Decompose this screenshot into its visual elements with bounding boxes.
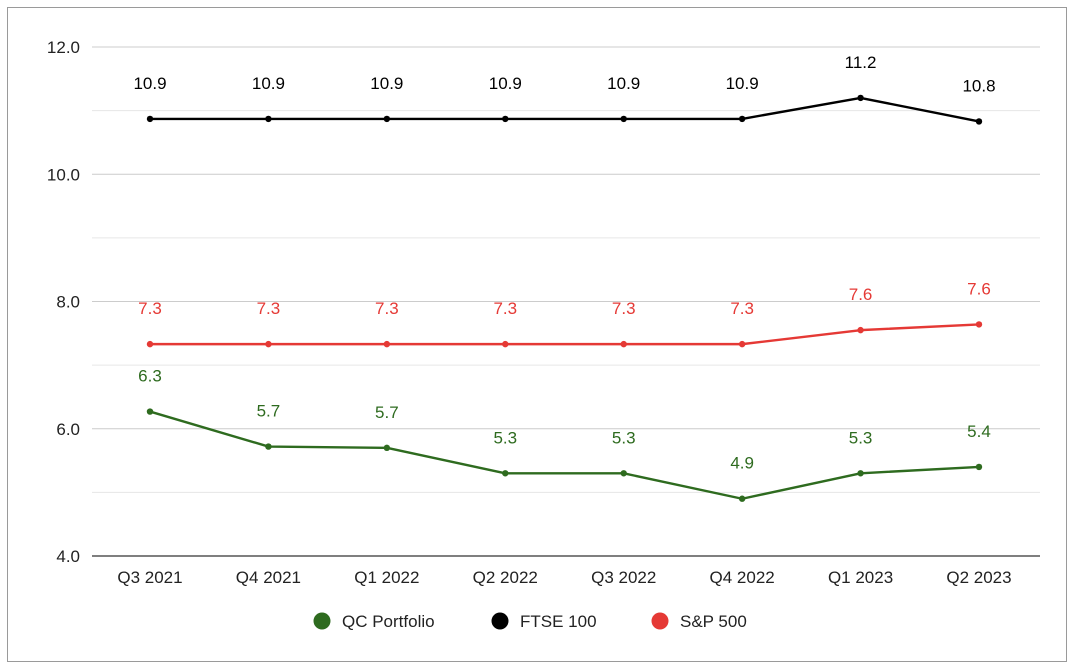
data-label: 7.3 [493, 299, 517, 318]
data-point [975, 463, 983, 471]
data-label: 5.3 [493, 428, 517, 447]
data-label: 5.3 [849, 428, 873, 447]
data-point [857, 470, 864, 477]
data-point [620, 470, 627, 477]
y-axis: 4.0 6.0 8.0 10.0 12.0 [47, 38, 80, 566]
data-label: 5.3 [612, 428, 636, 447]
data-point [738, 340, 746, 348]
x-tick-label: Q4 2022 [710, 568, 775, 587]
data-point [265, 443, 272, 450]
y-tick-label: 4.0 [56, 547, 80, 566]
legend-marker [651, 612, 669, 630]
data-point [146, 115, 154, 123]
data-label: 10.9 [607, 74, 640, 93]
x-tick-label: Q1 2023 [828, 568, 893, 587]
data-point [975, 321, 983, 328]
legend-marker [491, 612, 509, 630]
data-point [857, 326, 864, 334]
gridlines [92, 46, 1040, 557]
data-labels: 6.3 5.7 5.7 5.3 5.3 4.9 5.3 5.4 10.9 10.9 10.9 10.9… [133, 53, 995, 473]
data-label: 7.3 [612, 299, 636, 318]
data-label: 10.9 [370, 74, 403, 93]
data-label: 7.3 [257, 299, 281, 318]
legend-label: QC Portfolio [342, 612, 435, 631]
data-label: 7.6 [849, 285, 873, 304]
data-label: 4.9 [730, 454, 754, 473]
legend-item: QC Portfolio [313, 612, 435, 631]
legend: QC Portfolio FTSE 100 S&P 500 [313, 612, 747, 631]
data-point [146, 340, 154, 348]
x-tick-label: Q4 2021 [236, 568, 301, 587]
data-point [383, 444, 391, 452]
legend-label: S&P 500 [680, 612, 747, 631]
series-lines [146, 94, 983, 502]
data-label: 10.9 [489, 74, 522, 93]
data-label: 5.7 [257, 402, 281, 421]
data-label: 5.7 [375, 403, 399, 422]
data-label: 10.8 [962, 76, 995, 95]
data-label: 6.3 [138, 367, 162, 386]
data-point [857, 94, 864, 102]
data-label: 7.3 [375, 299, 399, 318]
data-point [383, 340, 391, 348]
data-point [146, 408, 154, 415]
y-tick-label: 6.0 [56, 420, 80, 439]
data-point [620, 340, 627, 348]
x-axis: Q3 2021 Q4 2021 Q1 2022 Q2 2022 Q3 2022 Q4 20… [117, 568, 1011, 587]
legend-marker [313, 612, 331, 630]
data-point [620, 115, 627, 123]
data-point [265, 340, 272, 348]
x-tick-label: Q3 2021 [117, 568, 182, 587]
data-label: 11.2 [845, 53, 877, 72]
data-label: 10.9 [252, 74, 285, 93]
data-point [383, 115, 391, 123]
data-label: 7.3 [730, 299, 754, 318]
y-tick-label: 10.0 [47, 165, 80, 184]
data-point [975, 118, 983, 125]
data-point [738, 495, 746, 502]
x-tick-label: Q2 2022 [473, 568, 538, 587]
data-point [738, 115, 746, 123]
data-label: 7.6 [967, 279, 991, 298]
data-label: 5.4 [967, 422, 991, 441]
x-tick-label: Q1 2022 [354, 568, 419, 587]
x-tick-label: Q2 2023 [946, 568, 1011, 587]
data-point [265, 115, 272, 123]
x-tick-label: Q3 2022 [591, 568, 656, 587]
data-label: 10.9 [726, 74, 759, 93]
data-label: 7.3 [138, 299, 162, 318]
legend-item: S&P 500 [651, 612, 747, 631]
y-tick-label: 12.0 [47, 38, 80, 57]
y-tick-label: 8.0 [56, 293, 80, 312]
series-line-2 [148, 323, 981, 346]
series-line-0 [148, 410, 981, 500]
data-point [502, 340, 509, 348]
data-point [502, 470, 509, 477]
data-label: 10.9 [133, 74, 166, 93]
legend-label: FTSE 100 [520, 612, 597, 631]
series-line-1 [148, 96, 981, 123]
chart-frame [7, 7, 1067, 662]
data-point [502, 115, 509, 123]
legend-item: FTSE 100 [491, 612, 597, 631]
